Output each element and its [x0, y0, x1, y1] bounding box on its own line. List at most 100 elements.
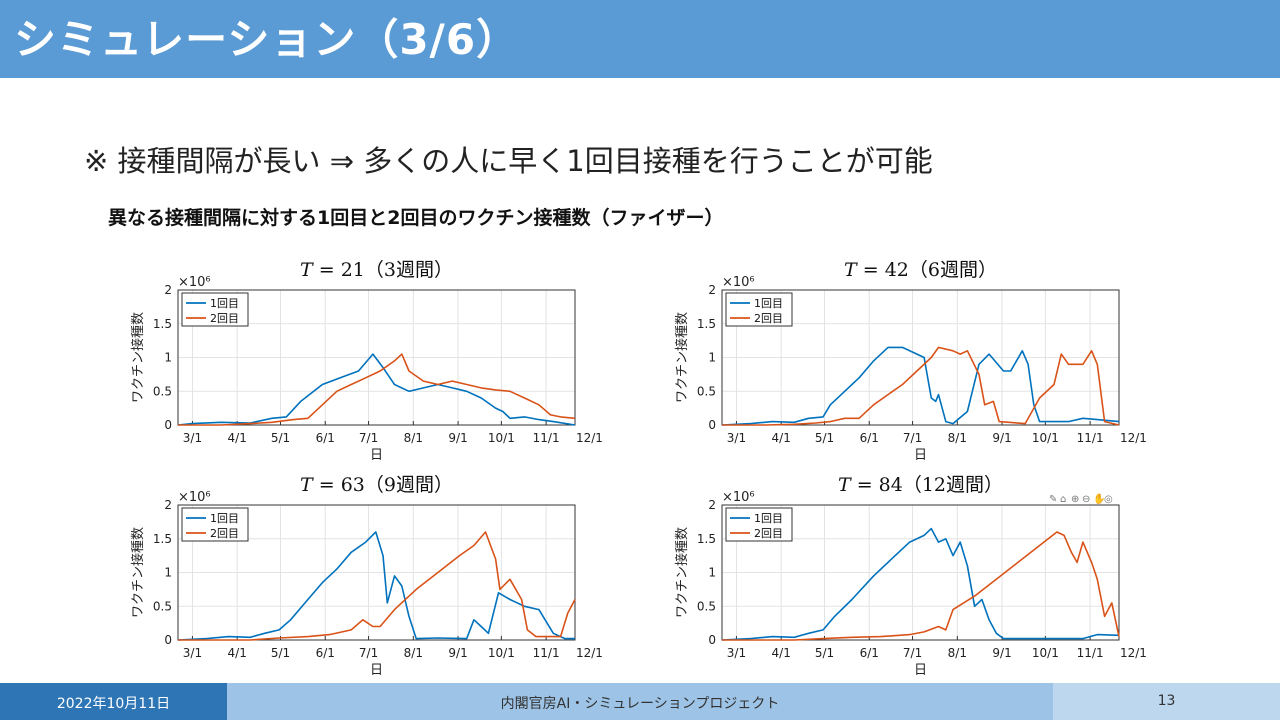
x-tick-label: 12/1	[1120, 431, 1147, 445]
footer-org-panel: 内閣官房AI・シミュレーションプロジェクト	[227, 683, 1053, 720]
y-tick-label: 0	[164, 633, 172, 647]
y-exponent-label: ×10⁶	[722, 490, 755, 505]
x-tick-label: 5/1	[815, 431, 834, 445]
legend-label: 1回目	[210, 297, 239, 310]
y-tick-label: 1.5	[153, 317, 172, 331]
y-tick-label: 1.5	[153, 532, 172, 546]
x-tick-label: 3/1	[727, 646, 746, 660]
x-tick-label: 7/1	[903, 646, 922, 660]
footer-page-panel: 13	[1053, 683, 1280, 720]
y-tick-label: 1.5	[697, 317, 716, 331]
y-tick-label: 0.5	[697, 384, 716, 398]
y-tick-label: 0	[164, 418, 172, 432]
legend-label: 2回目	[210, 527, 239, 540]
x-tick-label: 9/1	[448, 431, 467, 445]
x-tick-label: 10/1	[488, 431, 515, 445]
series-line-dose1	[177, 531, 575, 641]
plot-frame	[721, 504, 1120, 641]
chart-title: 𝑇 = 63（9週間）	[300, 474, 453, 496]
x-tick-label: 9/1	[448, 646, 467, 660]
plot-frame	[721, 289, 1120, 426]
series-line-dose1	[721, 527, 1120, 641]
y-tick-label: 1	[164, 566, 172, 580]
y-tick-label: 2	[708, 498, 716, 512]
legend-box	[181, 292, 249, 327]
series-line-dose1	[721, 346, 1120, 426]
x-tick-label: 4/1	[772, 646, 791, 660]
figure-toolbar: ✎ ⌂ ⊕ ⊖ ✋◎	[1049, 492, 1113, 505]
series-line-dose2	[178, 353, 576, 426]
y-tick-label: 0.5	[153, 384, 172, 398]
toolbar-icon: ✋	[1093, 492, 1105, 505]
x-tick-label: 3/1	[183, 431, 202, 445]
chart-title: 𝑇 = 21（3週間）	[300, 259, 453, 281]
x-axis-label: 日	[370, 663, 383, 678]
x-tick-label: 7/1	[903, 431, 922, 445]
y-tick-label: 2	[164, 283, 172, 297]
plot-frame	[177, 504, 576, 641]
legend-box	[725, 292, 793, 327]
x-axis-label: 日	[914, 448, 927, 463]
x-tick-label: 6/1	[316, 646, 335, 660]
y-exponent-label: ×10⁶	[178, 275, 211, 290]
legend-label: 2回目	[754, 527, 783, 540]
note-line: ※ 接種間隔が長い ⇒ 多くの人に早く1回目接種を行うことが可能	[84, 144, 933, 178]
x-tick-label: 4/1	[772, 431, 791, 445]
legend-box	[181, 507, 249, 542]
legend-label: 1回目	[754, 297, 783, 310]
chart-title: 𝑇 = 84（12週間）	[838, 474, 1003, 496]
x-tick-label: 4/1	[228, 646, 247, 660]
legend-label: 2回目	[754, 312, 783, 325]
x-tick-label: 4/1	[228, 431, 247, 445]
x-tick-label: 8/1	[948, 646, 967, 660]
y-axis-label: ワクチン接種数	[130, 312, 146, 403]
y-axis-label: ワクチン接種数	[674, 527, 690, 618]
x-tick-label: 11/1	[533, 431, 560, 445]
x-tick-label: 8/1	[404, 431, 423, 445]
chart-2: 0 0.5 1 1.5 2 3/1 4/1 5/1 6/1 7/1 8/1 9/1 10/1 11/1 12…	[674, 259, 1147, 463]
chart-3: 0 0.5 1 1.5 2 3/1 4/1 5/1 6/1 7/1 8/1 9/1 10/1 11/1 12…	[130, 474, 603, 678]
legend-box	[725, 507, 793, 542]
toolbar-icon: ⊖	[1082, 494, 1090, 505]
x-tick-label: 11/1	[533, 646, 560, 660]
x-tick-label: 5/1	[271, 431, 290, 445]
x-tick-label: 11/1	[1077, 646, 1104, 660]
x-tick-label: 10/1	[1032, 646, 1059, 660]
plot-frame	[177, 289, 576, 426]
chart-title: 𝑇 = 42（6週間）	[844, 259, 997, 281]
x-tick-label: 11/1	[1077, 431, 1104, 445]
x-tick-label: 7/1	[359, 431, 378, 445]
y-tick-label: 0	[708, 418, 716, 432]
y-tick-label: 0	[708, 633, 716, 647]
x-tick-label: 5/1	[271, 646, 290, 660]
footer-date: 2022年10月11日	[56, 696, 171, 712]
x-tick-label: 6/1	[316, 431, 335, 445]
y-tick-label: 0.5	[697, 599, 716, 613]
legend-label: 2回目	[210, 312, 239, 325]
x-tick-label: 3/1	[183, 646, 202, 660]
x-axis-label: 日	[914, 663, 927, 678]
x-tick-label: 7/1	[359, 646, 378, 660]
toolbar-icon: ⌂	[1060, 494, 1066, 505]
x-tick-label: 6/1	[860, 431, 879, 445]
y-tick-label: 1.5	[697, 532, 716, 546]
footer-date-panel: 2022年10月11日	[0, 683, 227, 720]
series-line-dose1	[177, 353, 576, 426]
y-tick-label: 2	[164, 498, 172, 512]
toolbar-icon: ✎	[1049, 494, 1057, 505]
series-line-dose2	[722, 531, 1120, 641]
x-axis-label: 日	[370, 448, 383, 463]
y-axis-label: ワクチン接種数	[674, 312, 690, 403]
x-tick-label: 9/1	[992, 431, 1011, 445]
legend-label: 1回目	[210, 512, 239, 525]
chart-1: 0 0.5 1 1.5 2 3/1 4/1 5/1 6/1 7/1 8/1 9/1 10/1 11/1 12…	[130, 259, 603, 463]
y-axis-label: ワクチン接種数	[130, 527, 146, 618]
x-tick-label: 8/1	[404, 646, 423, 660]
y-exponent-label: ×10⁶	[722, 275, 755, 290]
x-tick-label: 12/1	[1120, 646, 1147, 660]
x-tick-label: 10/1	[1032, 431, 1059, 445]
chart-group-title: 異なる接種間隔に対する1回目と2回目のワクチン接種数（ファイザー）	[108, 207, 724, 229]
x-tick-label: 8/1	[948, 431, 967, 445]
series-line-dose2	[722, 346, 1120, 426]
chart-area: 0 0.5 1 1.5 2 3/1 4/1 5/1 6/1 7/1 8/1 9/1 10/1 11/1 12…	[130, 259, 1147, 678]
